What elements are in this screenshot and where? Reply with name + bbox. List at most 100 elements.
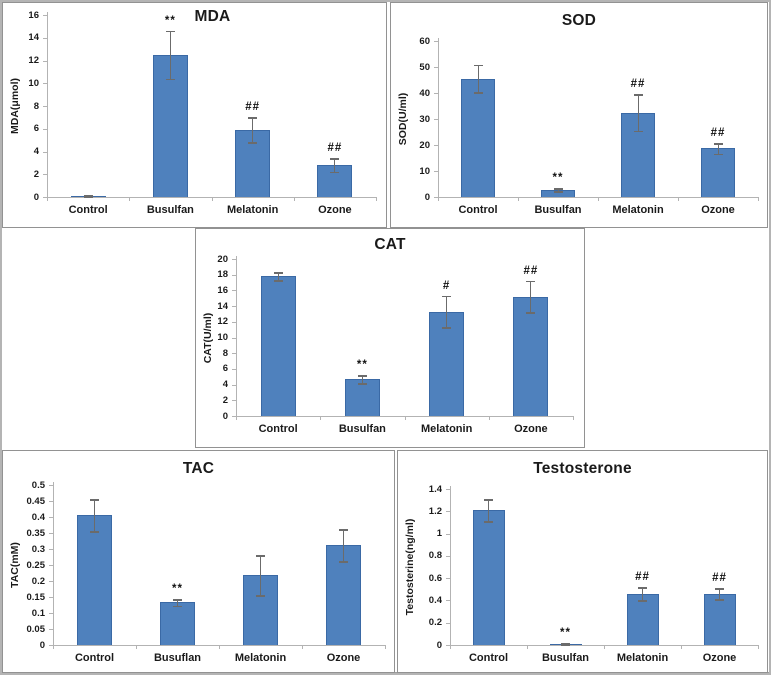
y-tick-label: 10 <box>419 165 430 177</box>
error-bar-cap <box>633 94 643 96</box>
error-bar <box>530 280 532 313</box>
y-tick <box>232 306 237 308</box>
significance-marker: ## <box>245 101 261 114</box>
y-tick-label: 2 <box>33 168 39 180</box>
y-tick-label: 0.15 <box>26 591 46 603</box>
bar <box>260 276 296 416</box>
y-axis-line <box>450 486 451 646</box>
chart-title: MDA <box>194 8 231 25</box>
error-bar-cap <box>442 327 452 329</box>
error-bar-cap <box>473 92 483 94</box>
y-tick-label: 0.2 <box>31 575 45 587</box>
y-tick <box>43 106 48 107</box>
y-tick-label: 0 <box>39 639 45 651</box>
error-bar-cap <box>442 295 452 298</box>
error-bar-cap <box>713 153 723 156</box>
x-tick <box>573 416 574 420</box>
error-bar-cap <box>713 143 723 145</box>
y-tick <box>43 83 48 85</box>
x-tick <box>604 645 605 649</box>
y-tick-label: 0.1 <box>31 607 45 619</box>
y-tick-label: 1.4 <box>428 483 442 495</box>
chart-title: Testosterone <box>533 460 632 477</box>
y-tick <box>49 501 54 502</box>
significance-marker: ## <box>523 264 539 277</box>
y-tick <box>232 368 237 370</box>
error-bar-cap <box>561 643 570 645</box>
error-bar <box>343 529 344 562</box>
chart-panel-mda: MDA MDA(μmol) 0 2 4 6 8 10 12 14 16 Control ** Busu… <box>2 2 387 228</box>
x-tick <box>758 197 759 201</box>
error-bar-cap <box>273 280 283 282</box>
x-category-label: Busulfan <box>534 204 582 216</box>
y-tick <box>232 337 237 339</box>
chart-title: CAT <box>374 236 406 253</box>
error-bar-cap <box>526 312 536 314</box>
y-tick-label: 0.35 <box>26 527 46 539</box>
y-tick <box>49 549 54 550</box>
y-axis-line <box>236 256 237 417</box>
y-tick <box>232 274 237 276</box>
y-tick <box>232 321 237 323</box>
bar <box>703 593 736 645</box>
y-tick-label: 2 <box>222 394 228 406</box>
error-bar <box>260 555 261 596</box>
x-tick <box>598 197 599 201</box>
error-bar-cap <box>633 130 643 133</box>
y-tick-label: 4 <box>33 146 39 157</box>
error-bar-cap <box>173 599 182 601</box>
y-tick <box>49 533 54 534</box>
error-bar-cap <box>173 605 182 608</box>
y-tick <box>43 15 48 16</box>
y-tick <box>49 613 54 614</box>
y-tick-label: 6 <box>222 363 228 375</box>
x-tick <box>53 645 54 649</box>
error-bar-cap <box>256 595 265 597</box>
error-bar <box>477 64 479 93</box>
y-tick <box>43 60 48 62</box>
bar <box>626 593 659 645</box>
error-bar-cap <box>273 272 283 274</box>
error-bar-cap <box>339 561 348 563</box>
error-bar-cap <box>83 196 93 198</box>
y-tick <box>446 533 451 535</box>
y-tick <box>434 67 439 68</box>
error-bar-cap <box>90 531 99 533</box>
bar <box>513 296 549 416</box>
x-tick <box>376 197 377 201</box>
y-tick-label: 16 <box>217 284 228 296</box>
bar <box>160 602 195 645</box>
chart-title: SOD <box>561 12 597 29</box>
y-tick <box>49 581 54 582</box>
y-tick <box>434 197 439 198</box>
x-tick <box>518 197 519 201</box>
error-bar-cap <box>526 280 536 283</box>
y-tick-label: 12 <box>217 316 228 328</box>
chart-panel-testosterone: Testosterone Testosterine(ng/ml) 0 0.2 0.4… <box>397 450 768 673</box>
x-category-label: Busulfan <box>146 204 194 216</box>
y-tick <box>434 41 439 42</box>
chart-panel-cat: CAT CAT(U/ml) 0 2 4 6 8 10 12 14 16 18 20 Control **… <box>195 228 585 448</box>
x-category-label: Control <box>74 652 115 664</box>
error-bar-cap <box>357 383 367 385</box>
bar <box>701 148 735 197</box>
error-bar-cap <box>357 375 367 377</box>
y-tick <box>446 578 451 580</box>
x-tick <box>678 197 679 201</box>
y-tick-label: 14 <box>217 300 228 312</box>
y-tick-label: 0.3 <box>31 543 45 555</box>
error-bar-cap <box>553 191 563 193</box>
chart-title: TAC <box>182 460 215 477</box>
y-tick-label: 0.45 <box>26 495 46 507</box>
x-category-label: Ozone <box>326 652 361 664</box>
error-bar-cap <box>638 600 647 602</box>
bar <box>429 311 465 416</box>
error-bar <box>557 188 559 192</box>
y-tick <box>434 145 439 146</box>
y-tick-label: 0 <box>33 191 39 203</box>
y-tick-label: 1 <box>436 528 442 540</box>
error-bar <box>642 587 643 601</box>
error-bar-cap <box>553 188 563 190</box>
x-tick <box>320 416 322 420</box>
